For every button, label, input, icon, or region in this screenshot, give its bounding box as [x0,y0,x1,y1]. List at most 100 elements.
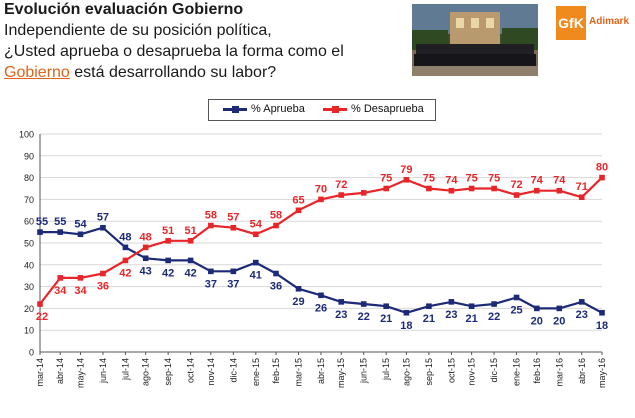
data-label-aprueba: 43 [140,265,152,277]
data-label-desaprueba: 80 [596,162,608,174]
x-tick-label: may-14 [75,358,85,388]
x-tick-label: oct-14 [186,358,196,383]
data-label-aprueba: 54 [74,218,87,230]
y-tick-label: 70 [24,195,34,205]
data-label-aprueba: 21 [380,313,392,325]
data-label-aprueba: 55 [54,216,66,228]
data-point-desaprueba [318,196,324,203]
data-point-aprueba [448,299,455,305]
legend-item-aprueba: % Aprueba [223,103,305,115]
data-label-aprueba: 18 [400,320,412,332]
data-point-desaprueba [122,257,129,264]
data-label-desaprueba: 51 [162,225,174,237]
data-label-desaprueba: 58 [270,210,282,222]
gfk-logo-mark: GfK [556,6,586,40]
data-point-desaprueba [491,185,497,192]
adimark-logo-text: Adimark [589,16,630,27]
x-tick-label: feb-15 [271,358,281,384]
data-point-aprueba [142,255,149,262]
data-label-desaprueba: 75 [488,173,500,185]
data-point-desaprueba [253,231,259,238]
data-label-aprueba: 48 [119,231,131,243]
data-label-desaprueba: 42 [119,267,131,279]
y-tick-label: 10 [24,326,34,336]
data-label-aprueba: 25 [510,305,522,317]
data-label-desaprueba: 75 [380,173,392,185]
x-tick-label: abr-14 [55,358,65,384]
y-tick-label: 80 [24,173,34,183]
x-tick-label: mar-15 [294,358,304,387]
data-label-aprueba: 22 [358,311,370,323]
gobierno-link[interactable]: Gobierno [4,64,70,81]
x-tick-label: sep-15 [424,358,434,386]
data-point-desaprueba [426,185,432,192]
data-point-aprueba [318,292,324,299]
data-point-aprueba [338,299,345,305]
x-tick-label: jun-15 [359,358,369,384]
data-point-desaprueba [338,192,345,198]
y-tick-label: 90 [24,151,34,161]
legend-swatch-aprueba [223,103,247,115]
data-label-desaprueba: 79 [400,164,412,176]
data-point-desaprueba [230,224,237,231]
x-tick-label: may-15 [336,358,346,388]
data-point-desaprueba [273,222,279,229]
data-label-aprueba: 22 [488,311,500,323]
x-tick-label: jul-14 [120,358,130,381]
y-tick-label: 60 [24,217,34,227]
x-tick-label: mar-16 [554,358,564,387]
data-point-aprueba [295,285,302,292]
data-label-aprueba: 57 [97,212,109,224]
data-point-aprueba [534,305,540,312]
data-label-desaprueba: 74 [553,175,566,187]
gfk-adimark-logo: GfK Adimark [556,6,632,40]
data-point-desaprueba [208,222,214,229]
data-label-desaprueba: 72 [335,179,347,191]
header: Evolución evaluación Gobierno Independie… [0,0,635,92]
data-point-aprueba [165,257,171,264]
x-tick-label: dic-14 [228,358,238,383]
question-line-3-rest: está desarrollando su labor? [69,64,277,81]
data-label-aprueba: 20 [553,315,565,327]
legend-item-desaprueba: % Desaprueba [323,103,424,115]
data-label-aprueba: 42 [184,267,196,279]
data-point-aprueba [100,224,106,231]
government-group-photo [412,4,538,76]
data-label-desaprueba: 74 [445,175,458,187]
data-label-desaprueba: 22 [36,311,48,323]
data-point-aprueba [513,294,520,301]
data-label-desaprueba: 71 [576,181,588,193]
data-point-desaprueba [360,190,367,196]
data-label-desaprueba: 72 [510,179,522,191]
data-label-aprueba: 42 [162,267,174,279]
y-tick-label: 100 [19,130,34,140]
data-label-desaprueba: 51 [184,225,196,237]
data-point-desaprueba [37,301,43,307]
legend-label-aprueba: % Aprueba [251,103,305,115]
data-point-aprueba [122,244,129,251]
data-point-desaprueba [100,270,106,277]
y-tick-label: 30 [24,282,34,292]
question-line-2: ¿Usted aprueba o desaprueba la forma com… [4,43,344,60]
data-label-aprueba: 23 [576,309,588,321]
y-tick-label: 0 [29,348,34,358]
data-point-aprueba [57,229,64,235]
data-point-desaprueba [556,187,563,194]
data-point-desaprueba [448,187,455,194]
data-label-aprueba: 55 [36,216,48,228]
x-tick-label: ago-14 [141,358,151,386]
data-label-aprueba: 36 [270,281,282,293]
data-point-aprueba [77,231,84,238]
data-point-aprueba [578,299,585,305]
data-point-aprueba [273,270,279,277]
data-label-aprueba: 26 [315,302,327,314]
x-tick-label: mar-14 [35,358,45,387]
x-tick-label: abr-16 [577,358,587,384]
data-point-aprueba [208,268,214,275]
data-label-desaprueba: 34 [54,285,67,297]
data-label-aprueba: 23 [335,309,347,321]
data-label-aprueba: 37 [205,278,217,290]
question-line-3: Gobierno está desarrollando su labor? [4,62,414,83]
data-label-aprueba: 20 [531,315,543,327]
y-tick-label: 20 [24,304,34,314]
